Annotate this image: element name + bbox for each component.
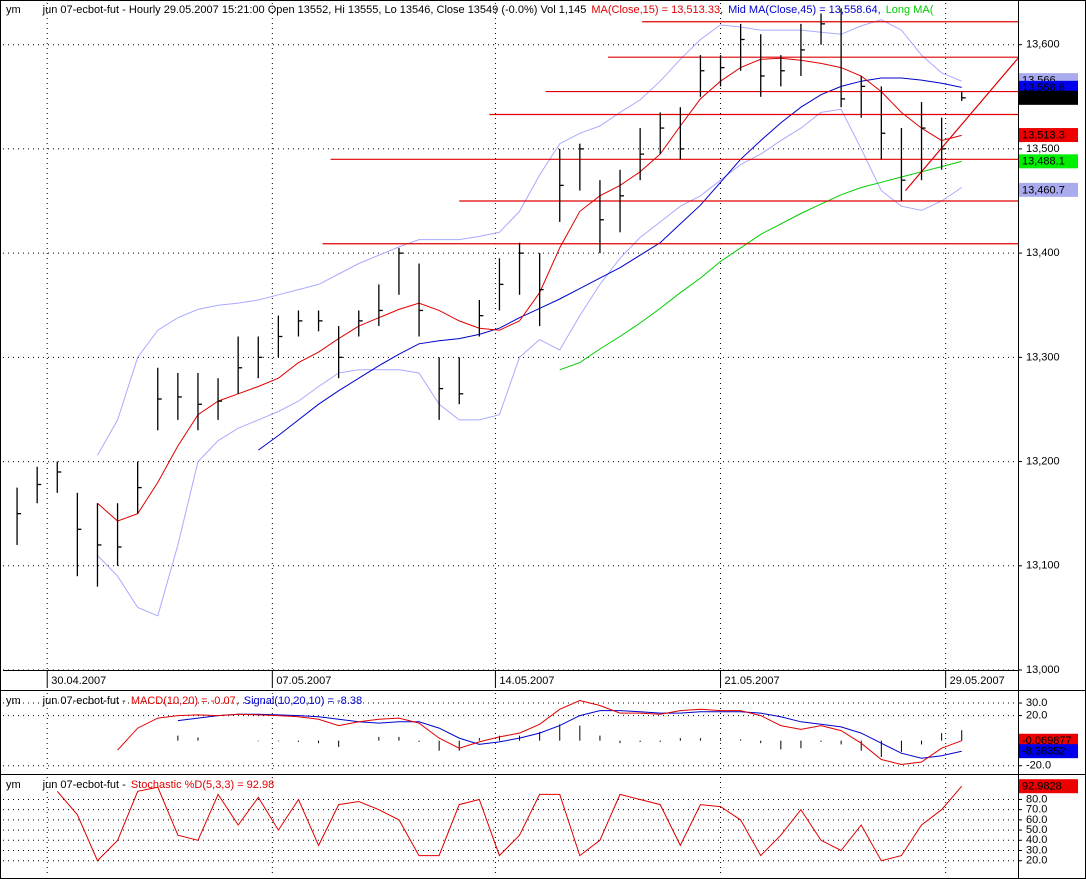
x-tick-label: 30.04.2007 [51, 675, 106, 687]
indicator-line [97, 57, 962, 522]
title-part: ym [6, 779, 21, 791]
y-tick-label: 70.0 [1026, 804, 1047, 816]
indicator-line [177, 710, 962, 759]
title-part: MACD(10,20) = -0.07, [131, 695, 239, 707]
panel: ym jun 07-ecbot-fut - MACD(10,20) = -0.07,… [3, 693, 1018, 772]
title-part: Long MA( [886, 4, 934, 16]
value-marker [1019, 744, 1078, 759]
title-part: Signal(10,20,10) = -8.38 [244, 695, 362, 707]
title-part: jun 07-ecbot-fut - [42, 779, 126, 791]
value-marker-label: 13,488.1 [1022, 156, 1065, 168]
value-marker-label: 13,549 [1022, 92, 1056, 104]
value-marker [1019, 128, 1078, 143]
value-marker [1019, 182, 1078, 197]
y-tick-label: 40.0 [1026, 834, 1047, 846]
value-marker-label: -8.38352 [1022, 746, 1065, 758]
y-tick-label: 60.0 [1026, 814, 1047, 826]
y-tick-label: 30.0 [1026, 844, 1047, 856]
y-tick-label: 20.0 [1026, 709, 1047, 721]
title-part: ym [6, 695, 21, 707]
indicator-line [258, 77, 962, 451]
value-marker-label: -0.069877 [1022, 735, 1072, 747]
y-tick-label: 80.0 [1026, 793, 1047, 805]
title-part: Stochastic %D(5,3,3) = 92.98 [131, 779, 274, 791]
value-marker-label: 92.9828 [1022, 781, 1062, 793]
value-marker [1019, 154, 1078, 169]
title-part: MA(Close,15) = 13,513.33, [591, 4, 723, 16]
indicator-line [559, 160, 962, 371]
x-tick-label: 29.05.2007 [950, 675, 1005, 687]
y-tick-label: 13,500 [1026, 143, 1060, 155]
title-part: Mid MA(Close,45) = 13,558.64, [728, 4, 881, 16]
y-tick-label: 13,600 [1026, 39, 1060, 51]
panel-title: ym jun 07-ecbot-fut - Hourly 29.05.2007 1… [6, 4, 934, 16]
y-tick-label: 13,400 [1026, 247, 1060, 259]
indicator-line [117, 699, 962, 766]
value-marker [1019, 90, 1078, 105]
title-part: jun 07-ecbot-fut - Hourly 29.05.2007 15:… [42, 4, 587, 16]
y-tick-label: 13,100 [1026, 560, 1060, 572]
y-tick-label: 13,300 [1026, 351, 1060, 363]
panel: ym jun 07-ecbot-fut - Hourly 29.05.2007 1… [3, 3, 1018, 671]
y-tick-label: 13,000 [1026, 664, 1060, 676]
y-tick-label: 30.0 [1026, 697, 1047, 709]
value-marker [1019, 779, 1078, 794]
y-tick-label: 20.0 [1026, 855, 1047, 867]
y-tick-label: -20.0 [1026, 760, 1051, 772]
panel-title: ym jun 07-ecbot-fut - Stochastic %D(5,3,3)… [6, 779, 274, 791]
indicator-line [97, 19, 962, 456]
x-tick-label: 07.05.2007 [276, 675, 331, 687]
indicator-line [56, 785, 963, 862]
title-part: ym [6, 4, 21, 16]
panel-title: ym jun 07-ecbot-fut - MACD(10,20) = -0.07,… [6, 695, 362, 707]
value-marker-label: 13,513.3 [1022, 129, 1065, 141]
value-marker-label: 13,460.7 [1022, 184, 1065, 196]
x-tick-label: 21.05.2007 [725, 675, 780, 687]
trend-line [904, 57, 1018, 191]
x-tick-label: 14.05.2007 [499, 675, 554, 687]
y-tick-label: 50.0 [1026, 824, 1047, 836]
title-part: jun 07-ecbot-fut - [42, 695, 126, 707]
panel: ym jun 07-ecbot-fut - Stochastic %D(5,3,3)… [3, 777, 1018, 875]
y-tick-label: 13,200 [1026, 455, 1060, 467]
